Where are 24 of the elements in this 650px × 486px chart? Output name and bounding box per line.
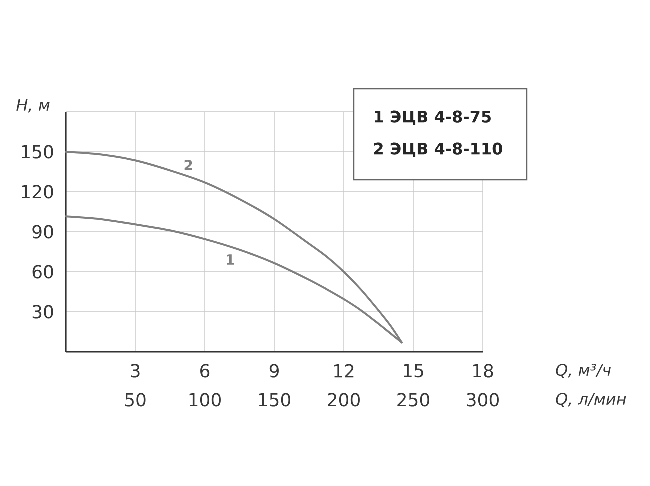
x-axis-title: Q, м³/ч [556, 364, 612, 378]
x-tick-label: 6 [200, 364, 210, 378]
x2-tick-label: 300 [467, 393, 499, 407]
y-tick-label: 60 [32, 265, 54, 279]
y-tick-label: 90 [32, 225, 54, 239]
x2-tick-label: 250 [398, 393, 430, 407]
x2-tick-label: 200 [328, 393, 360, 407]
y-tick-label: 30 [32, 305, 54, 319]
x2-tick-label: 100 [190, 393, 221, 407]
y-tick-label: 120 [22, 185, 54, 199]
annotation: 2 ЭЦВ 4-8-110 [374, 142, 502, 158]
series-label: 1 [227, 254, 234, 265]
x2-tick-label: 150 [259, 393, 290, 407]
y-tick-label: 150 [22, 145, 54, 159]
x-tick-label: 18 [474, 364, 494, 378]
x-tick-label: 12 [334, 364, 354, 378]
x-tick-label: 9 [270, 364, 279, 378]
series-label: 2 [184, 160, 192, 170]
x-tick-label: 15 [404, 364, 424, 378]
x-tick-label: 3 [131, 364, 140, 378]
annotation: 1 ЭЦВ 4-8-75 [375, 110, 491, 126]
x2-tick-label: 50 [125, 393, 146, 407]
y-axis-title: H, м [16, 99, 50, 113]
x2-axis-title: Q, л/мин [556, 393, 626, 407]
